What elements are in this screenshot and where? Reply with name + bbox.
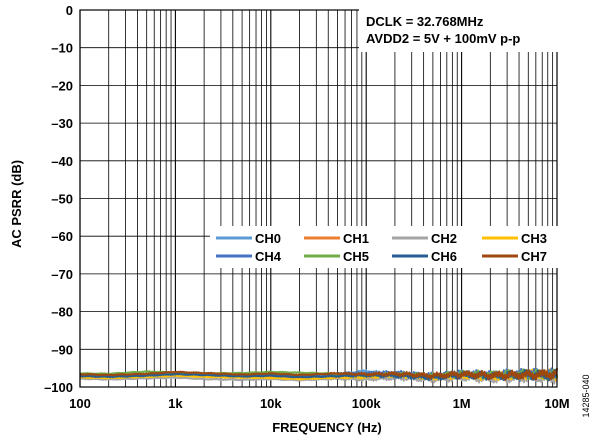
x-tick-label: 100 (69, 396, 91, 411)
grid-layer (79, 9, 557, 388)
y-tick-label: –60 (51, 229, 73, 244)
y-axis-title: AC PSRR (dB) (9, 160, 24, 248)
legend-label-ch6: CH6 (431, 249, 457, 264)
legend-label-ch3: CH3 (521, 231, 547, 246)
legend-label-ch1: CH1 (343, 231, 369, 246)
x-tick-label: 10M (544, 396, 569, 411)
legend-label-ch0: CH0 (255, 231, 281, 246)
legend-label-ch4: CH4 (255, 249, 282, 264)
x-tick-labels: 100 1k 10k 100k 1M 10M (69, 396, 570, 411)
x-tick-label: 10k (260, 396, 282, 411)
x-tick-label: 1M (453, 396, 471, 411)
x-tick-label: 100k (352, 396, 382, 411)
legend-background (210, 226, 560, 268)
legend: CH0 CH1 CH2 CH3 CH4 CH5 CH6 CH7 (210, 226, 560, 268)
y-tick-label: 0 (66, 3, 73, 18)
legend-label-ch2: CH2 (431, 231, 457, 246)
y-tick-label: –10 (51, 41, 73, 56)
x-tick-label: 1k (168, 396, 183, 411)
figure-id: 14285-040 (581, 374, 591, 417)
plot-frame (79, 9, 558, 388)
y-tick-label: –20 (51, 78, 73, 93)
annotation-dclk: DCLK = 32.768MHz (366, 14, 484, 29)
x-axis-title: FREQUENCY (Hz) (272, 420, 382, 435)
legend-label-ch5: CH5 (343, 249, 369, 264)
series-layer (79, 367, 558, 385)
annotation-box: DCLK = 32.768MHz AVDD2 = 5V + 100mV p-p (359, 8, 558, 52)
y-tick-label: –80 (51, 305, 73, 320)
y-tick-label: –90 (51, 342, 73, 357)
y-tick-label: –40 (51, 154, 73, 169)
legend-label-ch7: CH7 (521, 249, 547, 264)
annotation-avdd2: AVDD2 = 5V + 100mV p-p (366, 31, 520, 46)
plot-border (79, 9, 558, 388)
y-tick-label: –30 (51, 116, 73, 131)
series-line-ch7 (79, 367, 558, 381)
y-tick-label: –70 (51, 267, 73, 282)
y-tick-labels: 0 –10 –20 –30 –40 –50 –60 –70 –80 –90 –100 (44, 3, 73, 395)
y-tick-label: –50 (51, 192, 73, 207)
y-tick-label: –100 (44, 380, 73, 395)
annotation-background (359, 8, 558, 52)
